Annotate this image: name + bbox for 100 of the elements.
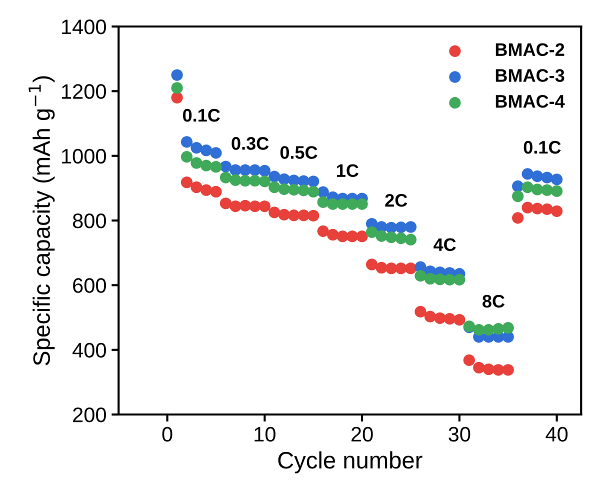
point xyxy=(532,184,544,196)
point xyxy=(385,232,398,244)
point xyxy=(258,200,270,212)
point xyxy=(190,157,202,169)
point xyxy=(522,181,534,194)
point xyxy=(308,186,320,198)
point xyxy=(200,144,212,156)
point xyxy=(200,184,212,196)
point xyxy=(366,258,378,270)
annotation: 2C xyxy=(385,194,408,207)
point xyxy=(541,172,553,184)
point xyxy=(336,198,348,210)
point xyxy=(268,181,280,194)
point xyxy=(424,310,436,322)
point xyxy=(278,183,290,195)
point xyxy=(414,306,426,318)
y-tick-label: 200 xyxy=(73,408,106,422)
point xyxy=(180,136,193,148)
point xyxy=(444,274,456,286)
point xyxy=(550,185,563,197)
point xyxy=(404,262,417,274)
point xyxy=(327,228,339,241)
point xyxy=(220,198,232,210)
point xyxy=(180,151,193,163)
point xyxy=(317,196,329,208)
point xyxy=(336,230,348,242)
point xyxy=(522,168,534,180)
x-tick-label: 20 xyxy=(352,426,373,442)
point xyxy=(230,200,242,212)
point xyxy=(376,230,388,242)
annotation: 0.1C xyxy=(183,108,220,122)
point xyxy=(210,186,222,198)
point xyxy=(541,203,553,216)
point xyxy=(308,210,320,222)
point xyxy=(482,324,494,336)
point xyxy=(395,232,407,244)
x-tick-label: 0 xyxy=(162,426,172,442)
point xyxy=(492,323,504,335)
point xyxy=(249,174,261,187)
point xyxy=(171,92,183,104)
point xyxy=(473,362,485,374)
point xyxy=(190,181,202,194)
point xyxy=(395,262,407,274)
point xyxy=(522,202,534,214)
point xyxy=(249,200,261,212)
point xyxy=(434,274,446,286)
point xyxy=(356,198,368,210)
y-tick-label: 400 xyxy=(72,342,106,358)
y-tick-label: 600 xyxy=(73,278,106,293)
point xyxy=(258,176,270,188)
point xyxy=(210,161,222,173)
annotation: 1C xyxy=(337,164,358,177)
x-tick-label: 30 xyxy=(448,426,470,442)
point xyxy=(346,198,358,210)
point xyxy=(298,210,310,222)
legend-label: BMAC-2 xyxy=(496,43,564,56)
point xyxy=(463,354,475,366)
y-tick-label: 1400 xyxy=(62,20,106,34)
point xyxy=(385,262,398,274)
point xyxy=(424,272,436,285)
point xyxy=(550,174,563,186)
point xyxy=(346,230,358,242)
point xyxy=(376,262,388,274)
point xyxy=(239,200,251,212)
x-tick-label: 40 xyxy=(546,426,568,442)
point xyxy=(298,184,310,196)
point xyxy=(200,160,212,172)
point xyxy=(404,221,417,233)
point xyxy=(434,312,446,324)
legend-label: BMAC-3 xyxy=(496,69,564,82)
y-tick-label: 800 xyxy=(72,214,106,228)
point xyxy=(414,270,426,282)
point xyxy=(210,147,222,159)
point xyxy=(317,225,329,237)
y-tick-label: 1200 xyxy=(62,84,106,99)
legend-label: BMAC-4 xyxy=(496,94,565,108)
point xyxy=(308,176,320,188)
annotation: 8C xyxy=(482,294,505,308)
point xyxy=(512,212,524,224)
point xyxy=(230,174,242,186)
x-axis-title: Cycle number xyxy=(278,451,422,474)
point xyxy=(366,226,378,238)
point xyxy=(220,172,232,184)
point xyxy=(444,313,456,325)
point xyxy=(550,205,563,217)
point xyxy=(258,164,270,177)
point xyxy=(288,210,300,222)
point xyxy=(492,364,504,376)
point xyxy=(502,364,514,376)
point xyxy=(454,314,466,326)
point xyxy=(278,208,290,221)
point xyxy=(541,184,553,196)
point xyxy=(482,363,494,376)
point xyxy=(356,230,368,242)
point xyxy=(454,274,466,286)
point xyxy=(190,142,202,154)
point xyxy=(239,174,251,187)
annotation: 0.3C xyxy=(232,137,269,150)
annotation: 0.1C xyxy=(524,140,561,154)
x-tick-label: 10 xyxy=(254,426,276,442)
